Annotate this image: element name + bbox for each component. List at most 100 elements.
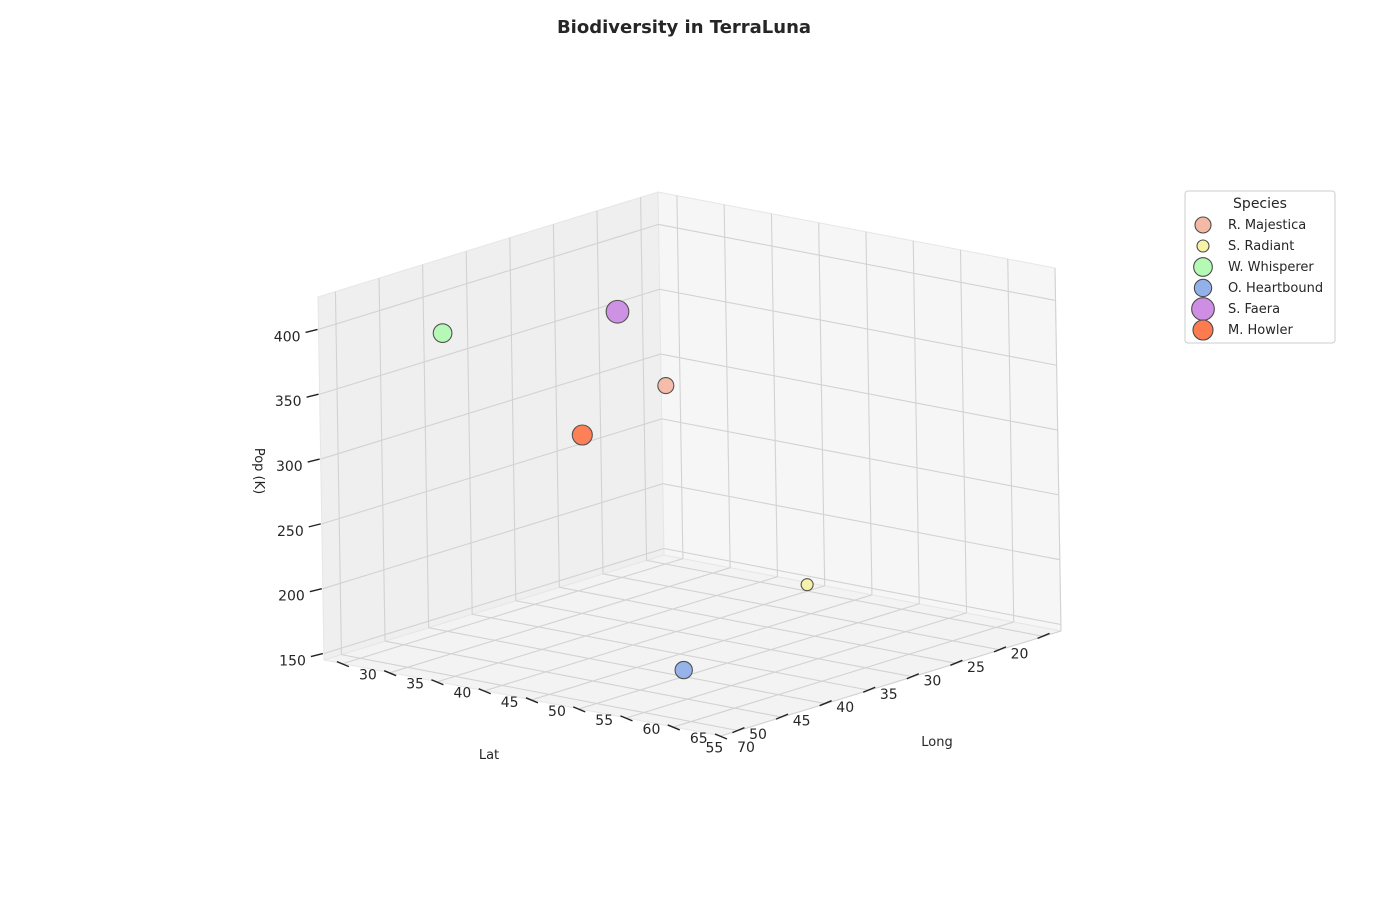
legend-title: Species <box>1233 196 1287 212</box>
y-tick-label: 40 <box>836 700 854 716</box>
grid-line-lat <box>559 586 957 664</box>
grid-line-long <box>818 222 826 586</box>
chart-title: Biodiversity in TerraLuna <box>557 17 811 38</box>
z-tick-mark <box>306 393 319 398</box>
x-tick-mark <box>431 679 444 686</box>
grid-line-lat <box>472 613 870 691</box>
x-tick-label: 70 <box>737 740 755 756</box>
legend-entry: W. Whisperer <box>1228 260 1314 275</box>
grid-line-long <box>959 249 968 613</box>
grid-line-pop <box>319 288 660 395</box>
grid-line-pop <box>318 223 659 330</box>
z-tick-mark <box>307 458 320 463</box>
z-tick-label: 200 <box>278 589 305 605</box>
grid-line-lat <box>428 627 826 705</box>
x-tick-mark <box>525 697 539 704</box>
grid-line-pop <box>659 288 1057 366</box>
y-tick-label: 45 <box>793 714 811 730</box>
x-tick-label: 60 <box>643 722 661 738</box>
z-axis-label: Pop (K) <box>251 448 266 494</box>
grid-line-lat <box>596 210 604 574</box>
grid-line-lat <box>509 237 517 601</box>
grid-line-lat <box>384 640 783 718</box>
data-point <box>674 660 693 680</box>
z-tick-label: 250 <box>277 524 304 540</box>
y-tick-label: 25 <box>967 660 985 676</box>
grid-line-long <box>865 231 873 595</box>
grid-line-pop <box>323 547 665 655</box>
grid-line-lat <box>341 654 739 732</box>
y-tick-label: 20 <box>1011 646 1029 662</box>
grid-line-long <box>579 603 920 710</box>
y-tick-mark <box>993 646 1007 653</box>
grid-lines <box>318 195 1062 737</box>
legend-items: R. Majestica S. Radiant W. Whisperer O. Hea… <box>1191 216 1323 341</box>
z-tick-mark <box>308 523 321 528</box>
x-tick-mark <box>572 706 586 713</box>
grid-line-pop <box>661 418 1059 496</box>
grid-line-long <box>723 204 731 568</box>
grid-line-pop <box>658 223 1056 301</box>
z-tick-label: 150 <box>279 654 306 670</box>
z-tick-label: 350 <box>275 394 302 410</box>
y-axis-label: Lat <box>479 748 499 763</box>
grid-line-pop <box>321 418 662 525</box>
legend-marker <box>1196 239 1210 253</box>
grid-line-lat <box>552 224 560 588</box>
grid-line-lat <box>422 264 430 628</box>
legend-entry: M. Howler <box>1228 323 1293 338</box>
legend-marker <box>1193 257 1213 277</box>
grid-line-long <box>484 585 825 692</box>
data-point <box>571 424 593 446</box>
y-tick-label: 35 <box>880 687 898 703</box>
grid-line-lat <box>334 291 342 655</box>
z-tick-label: 300 <box>276 459 303 475</box>
y-tick-mark <box>950 659 963 666</box>
data-point <box>432 323 453 344</box>
grid-line-lat <box>640 197 648 561</box>
grid-line-long <box>342 558 684 665</box>
x-tick-mark <box>383 670 397 677</box>
x-tick-label: 65 <box>690 731 708 747</box>
legend-entry: O. Heartbound <box>1228 281 1323 296</box>
grid-line-long <box>390 567 731 674</box>
grid-line-pop <box>660 353 1058 431</box>
axis-panes <box>317 191 1062 737</box>
grid-line-pop <box>663 547 1061 626</box>
data-point <box>800 578 814 592</box>
grid-line-lat <box>646 559 1044 637</box>
legend-marker <box>1194 216 1212 234</box>
x-tick-label: 50 <box>548 704 566 720</box>
grid-line-long <box>626 612 967 719</box>
x-tick-label: 45 <box>501 695 519 711</box>
grid-line-pop <box>320 353 661 460</box>
legend-entry: S. Radiant <box>1228 239 1294 254</box>
grid-line-lat <box>465 251 473 615</box>
legend-entry: R. Majestica <box>1228 218 1306 233</box>
z-tick-mark <box>310 652 324 658</box>
legend: Species R. Majestica S. Radiant W. Whisper… <box>1184 190 1336 344</box>
data-point <box>605 299 630 324</box>
x-tick-label: 35 <box>406 677 424 693</box>
grid-line-lat <box>378 278 386 642</box>
grid-line-long <box>673 621 1014 728</box>
y-tick-mark <box>862 686 876 693</box>
x-tick-mark <box>620 715 633 722</box>
legend-marker <box>1191 297 1215 321</box>
grid-line-long <box>1054 267 1062 632</box>
x-tick-label: 30 <box>359 668 377 684</box>
z-tick-label: 400 <box>274 329 301 345</box>
x-tick-label: 40 <box>454 686 472 702</box>
y-tick-label: 55 <box>706 741 724 757</box>
x-tick-mark <box>478 688 491 695</box>
grid-line-long <box>437 576 778 683</box>
data-points <box>432 299 814 680</box>
legend-marker <box>1193 278 1213 298</box>
y-tick-label: 30 <box>923 673 941 689</box>
grid-line-long <box>1007 258 1015 622</box>
x-tick-label: 55 <box>595 713 613 729</box>
grid-line-long <box>770 213 778 577</box>
x-axis-label: Long <box>921 735 952 750</box>
z-tick-mark <box>309 588 322 593</box>
